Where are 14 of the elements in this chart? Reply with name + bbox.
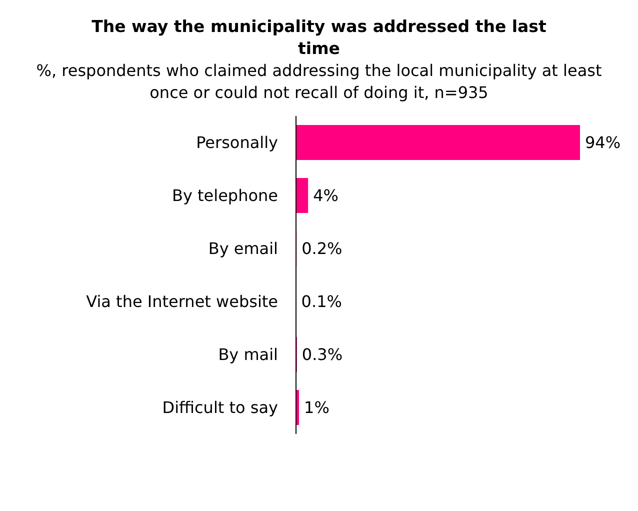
- y-tick-label: By mail: [218, 345, 278, 364]
- chart-subtitle: %, respondents who claimed addressing the local municipality at least once or could not recall of doing it, n=935: [35, 60, 603, 104]
- y-tick-label: Via the Internet website: [86, 292, 278, 312]
- data-label: 4%: [313, 186, 338, 206]
- data-label: 1%: [304, 398, 330, 418]
- y-tick-label: Difficult to say: [162, 398, 278, 418]
- data-label: 0.1%: [301, 292, 342, 312]
- data-label: 94%: [585, 133, 621, 152]
- chart-title: The way the municipality was addressed the last time: [90, 16, 548, 60]
- y-tick-label: By email: [208, 239, 278, 258]
- y-tick-label: Personally: [196, 133, 278, 152]
- data-label: 0.2%: [302, 239, 342, 258]
- y-tick-label: By telephone: [172, 186, 278, 206]
- data-label: 0.3%: [302, 345, 343, 364]
